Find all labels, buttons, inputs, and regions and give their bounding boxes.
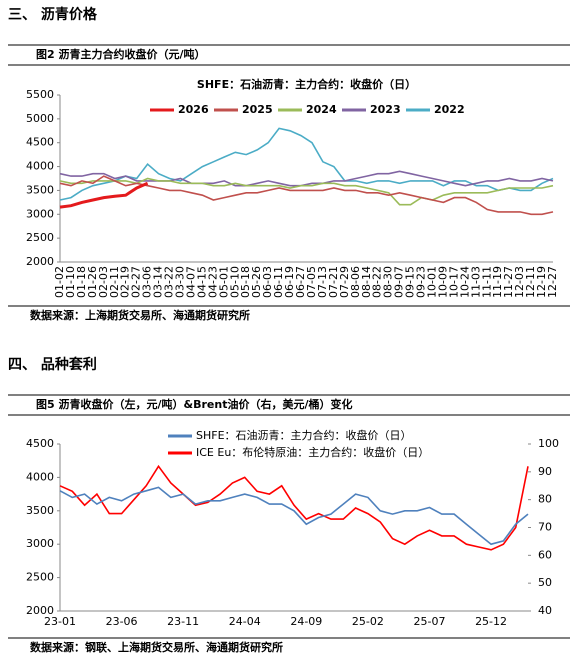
chart-title: 图5 沥青收盘价（左，元/吨）&Brent油价（右，美元/桶）变化: [36, 397, 352, 411]
source: 数据来源：上海期货交易所、海通期货研究所: [30, 308, 250, 322]
y-tick-label: 2500: [26, 231, 54, 244]
x-tick-label: 04-15: [195, 266, 208, 298]
x-tick-label: 01-10: [64, 266, 77, 298]
y2-tick-label: 60: [538, 548, 552, 561]
x-tick-label: 06-27: [294, 266, 307, 298]
x-tick-label: 08-14: [360, 266, 373, 298]
x-tick-label: 05-10: [228, 266, 241, 298]
x-tick-label: 12-03: [513, 266, 526, 298]
y-tick-label: 3500: [26, 183, 54, 196]
x-tick-label: 02-11: [108, 266, 121, 298]
series-line: [59, 464, 529, 551]
x-tick-label: 02-03: [97, 266, 110, 298]
series-line: [59, 177, 554, 206]
x-tick-label: 03-14: [152, 266, 165, 298]
x-tick-label: 07-21: [327, 266, 340, 298]
x-tick-label: 07-29: [338, 266, 351, 298]
x-tick-label: 06-03: [261, 266, 274, 298]
x-tick-label: 23-11: [167, 615, 199, 628]
x-tick-label: 24-09: [290, 615, 322, 628]
source: 数据来源：钢联、上海期货交易所、海通期货研究所: [30, 640, 283, 654]
section-heading: 三、 沥青价格: [8, 6, 98, 23]
legend-label: 2023: [370, 103, 401, 116]
legend-label: 2022: [434, 103, 465, 116]
x-tick-label: 10-17: [447, 266, 460, 298]
x-tick-label: 08-30: [382, 266, 395, 298]
legend-label: 2026: [178, 103, 209, 116]
legend-label: 2024: [306, 103, 337, 116]
x-tick-label: 03-30: [174, 266, 187, 298]
x-tick-label: 01-26: [86, 266, 99, 298]
x-tick-label: 12-19: [535, 266, 548, 298]
x-tick-label: 25-02: [352, 615, 384, 628]
x-tick-label: 03-06: [141, 266, 154, 298]
x-tick-label: 12-11: [524, 266, 537, 298]
y-tick-label: 3000: [26, 207, 54, 220]
y-tick-label: 3000: [26, 537, 54, 550]
x-tick-label: 05-01: [217, 266, 230, 298]
series-line: [59, 486, 529, 546]
x-tick-label: 09-15: [404, 266, 417, 298]
x-tick-label: 11-27: [502, 266, 515, 298]
x-tick-label: 10-01: [425, 266, 438, 298]
legend-label: 2025: [242, 103, 273, 116]
y-tick-label: 4500: [26, 437, 54, 450]
x-tick-label: 03-22: [163, 266, 176, 298]
y-tick-label: 2500: [26, 571, 54, 584]
x-tick-label: 01-02: [53, 266, 66, 298]
x-tick-label: 25-12: [475, 615, 507, 628]
x-tick-label: 04-07: [184, 266, 197, 298]
x-tick-label: 23-06: [106, 615, 138, 628]
x-tick-label: 08-06: [349, 266, 362, 298]
x-tick-label: 25-07: [413, 615, 445, 628]
y-tick-label: 2000: [26, 604, 54, 617]
y-tick-label: 5000: [26, 112, 54, 125]
y-tick-label: 4000: [26, 470, 54, 483]
x-tick-label: 07-05: [305, 266, 318, 298]
y-tick-label: 2000: [26, 255, 54, 268]
series-line: [59, 127, 554, 201]
x-tick-label: 23-01: [44, 615, 76, 628]
x-tick-label: 08-22: [371, 266, 384, 298]
chart-title: 图2 沥青主力合约收盘价（元/吨）: [36, 47, 206, 61]
y2-tick-label: 40: [538, 604, 552, 617]
y-tick-label: 4000: [26, 160, 54, 173]
x-tick-label: 06-11: [272, 266, 285, 298]
x-tick-label: 06-19: [283, 266, 296, 298]
x-tick-label: 11-11: [480, 266, 493, 298]
x-tick-label: 04-23: [206, 266, 219, 298]
x-tick-label: 07-13: [316, 266, 329, 298]
x-tick-label: 01-18: [75, 266, 88, 298]
x-tick-label: 11-03: [469, 266, 482, 298]
y2-tick-label: 80: [538, 493, 552, 506]
y2-tick-label: 70: [538, 521, 552, 534]
y-tick-label: 4500: [26, 136, 54, 149]
series-line: [59, 181, 149, 209]
section-heading: 四、 品种套利: [8, 356, 97, 373]
y-tick-label: 3500: [26, 504, 54, 517]
subtitle: SHFE：石油沥青：主力合约：收盘价（日）: [197, 77, 416, 91]
x-tick-label: 11-19: [491, 266, 504, 298]
x-tick-label: 05-26: [250, 266, 263, 298]
x-tick-label: 02-27: [130, 266, 143, 298]
y2-tick-label: 50: [538, 576, 552, 589]
y2-tick-label: 90: [538, 465, 552, 478]
legend-label: SHFE：石油沥青：主力合约：收盘价（日）: [196, 428, 412, 442]
x-tick-label: 05-18: [239, 266, 252, 298]
x-tick-label: 10-24: [458, 266, 471, 298]
x-tick-label: 02-19: [119, 266, 132, 298]
x-tick-label: 24-04: [229, 615, 261, 628]
legend-label: ICE Eu：布伦特原油：主力合约：收盘价（日）: [196, 445, 429, 459]
y-tick-label: 5500: [26, 88, 54, 101]
x-tick-label: 09-07: [393, 266, 406, 298]
y2-tick-label: 100: [538, 437, 559, 450]
x-tick-label: 12-27: [546, 266, 559, 298]
x-tick-label: 10-09: [436, 266, 449, 298]
x-tick-label: 09-23: [415, 266, 428, 298]
